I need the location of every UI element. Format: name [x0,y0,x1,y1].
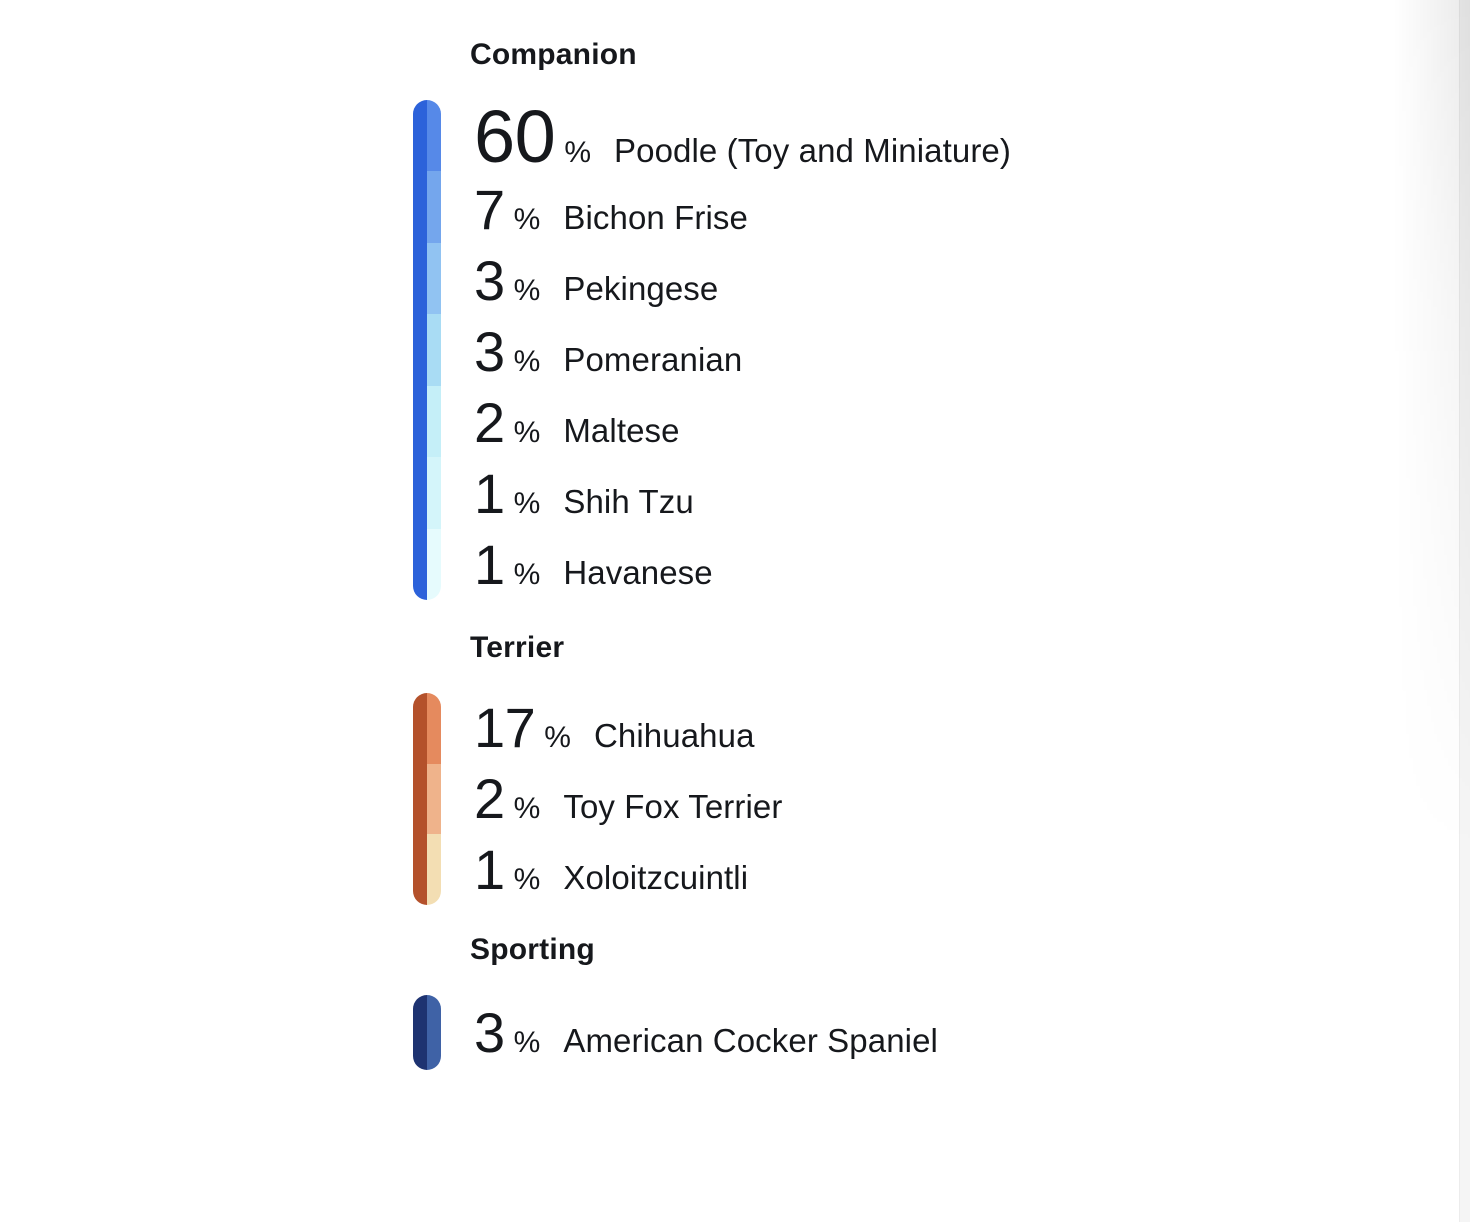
breed-name: American Cocker Spaniel [563,1021,938,1059]
breed-name: Havanese [563,553,713,591]
breed-segment-column [427,995,441,1070]
percent-sign: % [513,273,541,307]
breed-row[interactable]: 60 % Poodle (Toy and Miniature) [474,100,1011,174]
percent-sign: % [564,136,591,169]
breed-row-content: 1 % Havanese [474,532,713,596]
breed-percentage-value: 60 [474,95,556,178]
breed-group-bar [413,995,441,1070]
breed-percentage-value: 2 [474,767,505,830]
breed-group-title: Sporting [470,933,595,966]
breed-group-section: Terrier 17 % Chihuahua 2 % Toy Fox Terri… [413,630,782,905]
breed-bar-segment [427,528,441,600]
breed-row[interactable]: 1 % Xoloitzcuintli [474,834,782,905]
breed-name: Pekingese [563,269,719,307]
breed-row-content: 2 % Toy Fox Terrier [474,771,782,827]
breed-name: Bichon Frise [563,198,748,236]
breed-row-content: 2 % Maltese [474,390,680,454]
breed-row-content: 60 % Poodle (Toy and Miniature) [474,100,1011,174]
breed-bar-segment [427,457,441,529]
breed-group-section: Sporting 3 % American Cocker Spaniel [413,932,938,1070]
category-color-strip [413,995,427,1070]
breed-bar-segment [427,314,441,386]
breed-name: Toy Fox Terrier [563,788,783,825]
percent-sign: % [544,721,571,755]
breed-percentage-value: 7 [474,177,505,241]
breed-percentage-value: 1 [474,837,505,901]
breed-name: Xoloitzcuintli [563,858,749,896]
breed-name: Poodle (Toy and Miniature) [614,132,1011,169]
breed-percentage-value: 1 [474,461,505,525]
breed-row-content: 1 % Shih Tzu [474,461,694,525]
percent-sign: % [513,202,541,236]
breed-group-body: 60 % Poodle (Toy and Miniature) 7 % Bich… [413,100,1011,600]
category-color-strip [413,100,427,600]
breed-row[interactable]: 2 % Toy Fox Terrier [474,764,782,835]
breed-group-bar [413,100,441,600]
breed-row[interactable]: 1 % Havanese [474,529,1011,600]
breed-segment-column [427,693,441,905]
breed-row[interactable]: 7 % Bichon Frise [474,174,1011,245]
breed-row-content: 1 % Xoloitzcuintli [474,837,749,901]
breed-percentage-value: 17 [474,696,536,760]
breed-bar-segment [427,242,441,315]
breed-group-title: Terrier [470,631,565,664]
breed-group-title: Companion [470,38,637,71]
breed-row-content: 7 % Bichon Frise [474,177,748,241]
breed-name: Maltese [563,411,680,449]
category-color-strip [413,693,427,905]
percent-sign: % [513,557,541,591]
breed-row-content: 3 % American Cocker Spaniel [474,1000,938,1064]
breed-bar-segment [427,834,441,905]
breed-percentage-value: 1 [474,532,505,596]
breed-segment-column [427,100,441,600]
breed-group-body: 3 % American Cocker Spaniel [413,995,938,1070]
breed-row[interactable]: 17 % Chihuahua [474,693,782,764]
percent-sign: % [513,862,541,896]
breed-bar-segment [427,763,441,835]
breed-row[interactable]: 3 % Pomeranian [474,316,1011,387]
percent-sign: % [513,792,541,825]
breed-group-section: Companion 60 % Poodle (Toy and Miniature… [413,37,1011,600]
breed-name: Shih Tzu [563,482,694,520]
breed-bar-segment [427,171,441,243]
breed-percentage-value: 3 [474,1000,505,1064]
breed-row[interactable]: 2 % Maltese [474,387,1011,458]
breed-row[interactable]: 1 % Shih Tzu [474,458,1011,529]
breed-row[interactable]: 3 % Pekingese [474,245,1011,316]
breed-name: Pomeranian [563,340,743,378]
percent-sign: % [513,344,541,378]
scrollbar-track[interactable] [1459,0,1470,1222]
breed-bar-segment [427,693,441,764]
breed-row-content: 17 % Chihuahua [474,700,755,756]
breed-row[interactable]: 3 % American Cocker Spaniel [474,995,938,1070]
breed-percentage-value: 2 [474,390,505,454]
breed-name: Chihuahua [593,717,755,755]
breed-bar-segment [427,995,441,1070]
breed-percentage-value: 3 [474,248,505,312]
percent-sign: % [513,415,541,449]
breed-row-list: 60 % Poodle (Toy and Miniature) 7 % Bich… [441,100,1011,600]
breed-row-content: 3 % Pomeranian [474,319,743,383]
breed-group-bar [413,693,441,905]
breed-bar-segment [427,100,441,172]
breed-bar-segment [427,385,441,458]
percent-sign: % [513,1025,541,1059]
breed-row-list: 17 % Chihuahua 2 % Toy Fox Terrier 1 % X… [441,693,782,905]
percent-sign: % [513,486,541,520]
breed-row-content: 3 % Pekingese [474,248,719,312]
breed-group-body: 17 % Chihuahua 2 % Toy Fox Terrier 1 % X… [413,693,782,905]
breed-row-list: 3 % American Cocker Spaniel [441,995,938,1070]
breed-percentage-value: 3 [474,319,505,383]
